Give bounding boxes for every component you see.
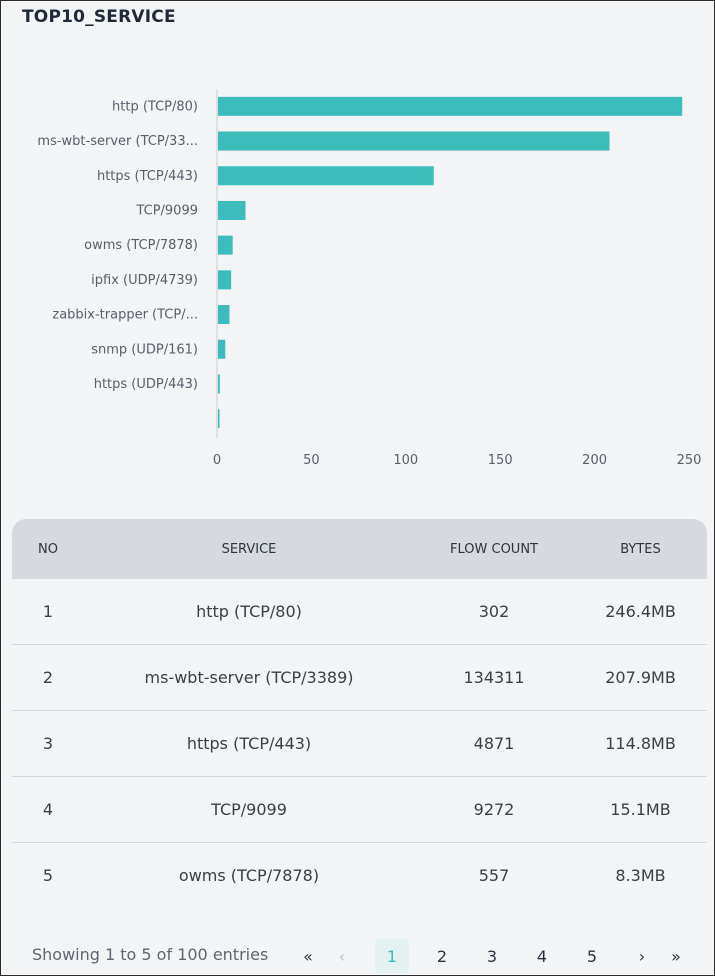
cell-service: owms (TCP/7878) — [178, 866, 320, 885]
cell-bytes: 246.4MB — [605, 602, 676, 621]
x-tick-label: 250 — [677, 453, 702, 468]
cell-service: https (TCP/443) — [186, 734, 312, 753]
cell-bytes: 207.9MB — [605, 668, 676, 687]
category-label: snmp (UDP/161) — [91, 342, 198, 357]
cell-flow-count: 9272 — [473, 800, 515, 819]
x-tick-label: 100 — [393, 453, 418, 468]
page-3-button[interactable]: 3 — [486, 946, 498, 966]
category-label: ipfix (UDP/4739) — [91, 273, 198, 288]
top10-service-bar-chart: http (TCP/80) ms-wbt-server (TCP/33... htt… — [37, 89, 702, 468]
cell-service: TCP/9099 — [211, 800, 287, 819]
cell-no: 1 — [42, 602, 54, 621]
x-tick-label: 0 — [213, 453, 221, 468]
page-4-button[interactable]: 4 — [536, 946, 548, 966]
header-flow-count[interactable]: FLOW COUNT — [450, 541, 538, 557]
cell-flow-count: 302 — [478, 602, 510, 621]
cell-service: http (TCP/80) — [196, 602, 302, 621]
cell-flow-count: 134311 — [463, 668, 525, 687]
service-table: NO SERVICE FLOW COUNT BYTES 1 http (TCP/… — [12, 519, 707, 908]
table-header: NO SERVICE FLOW COUNT BYTES — [12, 519, 707, 579]
bar[interactable] — [218, 200, 246, 220]
cell-no: 2 — [42, 668, 54, 687]
bar[interactable] — [218, 339, 226, 359]
category-label: TCP/9099 — [135, 203, 198, 218]
prev-page-button[interactable]: ‹ — [338, 946, 346, 966]
panel-title: TOP10_SERVICE — [22, 7, 176, 27]
category-label: ms-wbt-server (TCP/33... — [37, 134, 198, 149]
bar[interactable] — [218, 166, 434, 186]
bar[interactable] — [218, 235, 233, 255]
x-tick-label: 150 — [488, 453, 513, 468]
category-label: http (TCP/80) — [112, 99, 198, 114]
last-page-button[interactable]: » — [671, 946, 681, 966]
entries-info: Showing 1 to 5 of 100 entries — [32, 945, 269, 964]
page-5-button[interactable]: 5 — [586, 946, 598, 966]
cell-bytes: 114.8MB — [605, 734, 676, 753]
bar[interactable] — [218, 131, 610, 151]
cell-flow-count: 557 — [478, 866, 510, 885]
table-row[interactable]: 5 owms (TCP/7878) 557 8.3MB — [12, 843, 707, 908]
cell-no: 4 — [42, 800, 54, 819]
cell-bytes: 8.3MB — [615, 866, 666, 885]
bar[interactable] — [218, 374, 220, 394]
header-bytes[interactable]: BYTES — [620, 541, 661, 557]
page-2-button[interactable]: 2 — [436, 946, 448, 966]
header-service[interactable]: SERVICE — [221, 541, 277, 557]
first-page-button[interactable]: « — [303, 946, 313, 966]
x-tick-label: 50 — [303, 453, 320, 468]
bar[interactable] — [218, 409, 220, 429]
table-row[interactable]: 2 ms-wbt-server (TCP/3389) 134311 207.9M… — [12, 645, 707, 711]
page-1-button[interactable]: 1 — [375, 939, 409, 973]
pagination-bar: Showing 1 to 5 of 100 entries « ‹ 1 2 3 … — [1, 936, 714, 976]
category-label: zabbix-trapper (TCP/... — [52, 308, 198, 323]
bar[interactable] — [218, 305, 230, 325]
table-row[interactable]: 1 http (TCP/80) 302 246.4MB — [12, 579, 707, 645]
table-row[interactable]: 3 https (TCP/443) 4871 114.8MB — [12, 711, 707, 777]
cell-flow-count: 4871 — [473, 734, 515, 753]
cell-no: 3 — [42, 734, 54, 753]
header-no[interactable]: NO — [38, 541, 58, 557]
category-label: https (TCP/443) — [97, 169, 198, 184]
category-label: https (UDP/443) — [94, 377, 198, 392]
x-tick-label: 200 — [582, 453, 607, 468]
bar[interactable] — [218, 270, 232, 290]
table-row[interactable]: 4 TCP/9099 9272 15.1MB — [12, 777, 707, 843]
category-label: owms (TCP/7878) — [84, 238, 198, 253]
cell-no: 5 — [42, 866, 54, 885]
cell-service: ms-wbt-server (TCP/3389) — [144, 668, 354, 687]
next-page-button[interactable]: › — [638, 946, 646, 966]
cell-bytes: 15.1MB — [610, 800, 671, 819]
bar[interactable] — [218, 96, 683, 116]
